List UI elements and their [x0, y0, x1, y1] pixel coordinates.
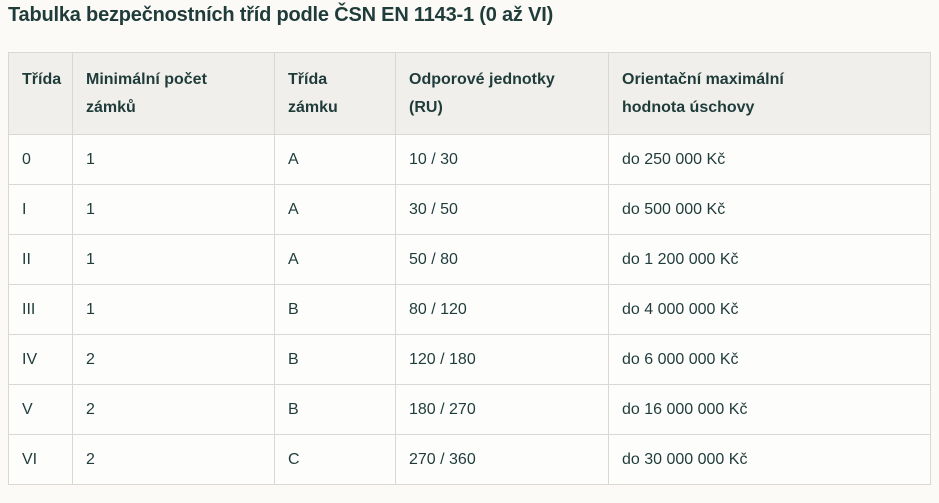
table-row: VI 2 C 270 / 360 do 30 000 000 Kč [8, 434, 931, 485]
table-row: IV 2 B 120 / 180 do 6 000 000 Kč [8, 334, 931, 385]
cell-lock-class: A [274, 234, 396, 285]
header-line: Odporové jednotky [409, 71, 555, 88]
cell-resistance-units: 50 / 80 [395, 234, 609, 285]
cell-class: VI [8, 434, 73, 485]
header-line: Třída [22, 71, 62, 88]
table-header: Třída Minimální počet zámků Třída zámku … [8, 52, 931, 135]
table-row: III 1 B 80 / 120 do 4 000 000 Kč [8, 284, 931, 335]
page-title: Tabulka bezpečnostních tříd podle ČSN EN… [8, 4, 554, 26]
table-body: 0 1 A 10 / 30 do 250 000 Kč I 1 A 30 / 5… [8, 134, 931, 485]
cell-resistance-units: 270 / 360 [395, 434, 609, 485]
cell-class: III [8, 284, 73, 335]
cell-class: I [8, 184, 73, 235]
cell-lock-class: B [274, 284, 396, 335]
cell-resistance-units: 10 / 30 [395, 134, 609, 185]
header-line: hodnota úschovy [622, 99, 755, 116]
header-line: zámků [86, 99, 136, 116]
table-row: 0 1 A 10 / 30 do 250 000 Kč [8, 134, 931, 185]
cell-min-locks: 1 [72, 134, 275, 185]
cell-class: IV [8, 334, 73, 385]
header-line: zámku [288, 99, 338, 116]
cell-resistance-units: 120 / 180 [395, 334, 609, 385]
column-header-lock-class: Třída zámku [274, 52, 396, 135]
cell-min-locks: 2 [72, 384, 275, 435]
table-row: I 1 A 30 / 50 do 500 000 Kč [8, 184, 931, 235]
column-header-class: Třída [8, 52, 73, 135]
page: Tabulka bezpečnostních tříd podle ČSN EN… [8, 4, 931, 485]
cell-min-locks: 2 [72, 334, 275, 385]
table-row: II 1 A 50 / 80 do 1 200 000 Kč [8, 234, 931, 285]
cell-class: 0 [8, 134, 73, 185]
cell-max-value: do 4 000 000 Kč [608, 284, 931, 335]
header-line: Třída [288, 71, 328, 88]
cell-min-locks: 1 [72, 284, 275, 335]
header-line: Minimální počet [86, 71, 207, 88]
cell-max-value: do 500 000 Kč [608, 184, 931, 235]
cell-min-locks: 1 [72, 184, 275, 235]
table-row: V 2 B 180 / 270 do 16 000 000 Kč [8, 384, 931, 435]
cell-resistance-units: 180 / 270 [395, 384, 609, 435]
column-header-min-locks: Minimální počet zámků [72, 52, 275, 135]
cell-max-value: do 30 000 000 Kč [608, 434, 931, 485]
cell-lock-class: C [274, 434, 396, 485]
cell-min-locks: 1 [72, 234, 275, 285]
cell-max-value: do 6 000 000 Kč [608, 334, 931, 385]
header-line: (RU) [409, 99, 443, 116]
cell-max-value: do 16 000 000 Kč [608, 384, 931, 435]
table-header-row: Třída Minimální počet zámků Třída zámku … [8, 52, 931, 135]
cell-lock-class: B [274, 334, 396, 385]
cell-class: II [8, 234, 73, 285]
cell-resistance-units: 80 / 120 [395, 284, 609, 335]
cell-lock-class: A [274, 134, 396, 185]
cell-max-value: do 250 000 Kč [608, 134, 931, 185]
security-classes-table: Třída Minimální počet zámků Třída zámku … [8, 52, 931, 485]
header-line: Orientační maximální [622, 71, 784, 88]
column-header-max-value: Orientační maximální hodnota úschovy [608, 52, 931, 135]
cell-lock-class: B [274, 384, 396, 435]
cell-resistance-units: 30 / 50 [395, 184, 609, 235]
cell-max-value: do 1 200 000 Kč [608, 234, 931, 285]
column-header-resistance-units: Odporové jednotky (RU) [395, 52, 609, 135]
cell-lock-class: A [274, 184, 396, 235]
cell-min-locks: 2 [72, 434, 275, 485]
cell-class: V [8, 384, 73, 435]
